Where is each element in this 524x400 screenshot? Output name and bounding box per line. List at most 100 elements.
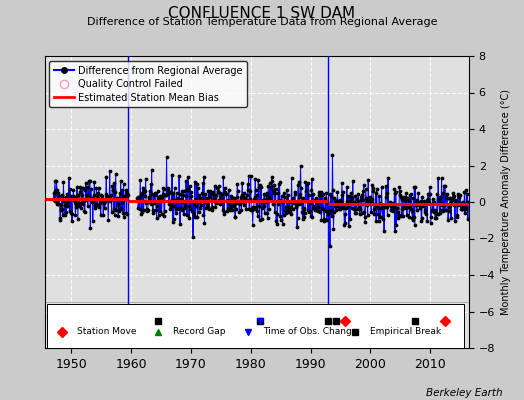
Point xyxy=(307,213,315,220)
Point xyxy=(341,220,350,226)
Point xyxy=(397,212,406,219)
Point xyxy=(424,198,433,205)
Point xyxy=(403,195,411,201)
Point xyxy=(121,192,129,199)
Point xyxy=(365,194,374,200)
Point xyxy=(140,187,148,193)
Point xyxy=(303,197,312,203)
Point xyxy=(242,196,250,203)
Point xyxy=(312,194,321,201)
Point xyxy=(166,189,174,195)
Point xyxy=(187,192,195,199)
Point xyxy=(453,212,462,218)
Point xyxy=(329,226,337,232)
Point xyxy=(51,198,60,204)
Point xyxy=(81,186,90,193)
Point xyxy=(146,188,154,194)
Point xyxy=(210,198,218,204)
Point xyxy=(303,181,311,187)
Point xyxy=(206,187,214,194)
Point xyxy=(236,201,245,207)
Point xyxy=(180,201,189,208)
Point xyxy=(226,207,234,213)
Point xyxy=(267,197,275,203)
Point xyxy=(158,191,167,198)
Point xyxy=(365,200,374,206)
Point xyxy=(286,204,294,210)
Point xyxy=(72,204,80,210)
Point xyxy=(362,194,370,201)
Point xyxy=(104,217,113,224)
Point xyxy=(347,198,355,204)
Point xyxy=(374,211,383,218)
Point xyxy=(351,193,359,199)
Point xyxy=(345,223,353,230)
Point xyxy=(157,197,165,203)
Point xyxy=(203,203,212,210)
Point xyxy=(188,208,196,214)
Point xyxy=(412,202,420,208)
Point xyxy=(264,183,272,190)
Point xyxy=(416,202,424,208)
Point xyxy=(69,187,78,194)
Point xyxy=(427,214,435,220)
Point xyxy=(161,192,169,198)
Point xyxy=(302,188,310,194)
FancyBboxPatch shape xyxy=(47,304,464,350)
Point xyxy=(135,194,144,201)
Point xyxy=(401,194,409,200)
Point xyxy=(399,213,407,220)
Point xyxy=(356,197,365,204)
Point xyxy=(124,192,132,198)
Text: Empirical Break: Empirical Break xyxy=(370,327,441,336)
Point xyxy=(417,218,425,224)
Point xyxy=(272,211,281,217)
Point xyxy=(66,208,74,214)
Point xyxy=(372,218,380,224)
Point xyxy=(339,189,347,195)
Point xyxy=(255,203,264,209)
Point xyxy=(91,201,99,208)
Point xyxy=(182,178,190,184)
Point xyxy=(78,192,86,198)
Point xyxy=(168,219,177,225)
Point xyxy=(337,180,346,186)
Point xyxy=(358,192,366,199)
Point xyxy=(111,211,119,218)
Point xyxy=(110,180,118,186)
Point xyxy=(97,192,106,199)
Point xyxy=(214,188,222,194)
Point xyxy=(62,208,71,215)
Point xyxy=(310,203,318,210)
Point xyxy=(139,184,147,191)
Point xyxy=(352,210,360,216)
Point xyxy=(270,208,279,215)
Point xyxy=(145,194,153,200)
Point xyxy=(88,194,96,201)
Point xyxy=(419,199,427,206)
Point xyxy=(98,196,106,202)
Point xyxy=(367,196,376,203)
Point xyxy=(214,188,223,195)
Point xyxy=(314,204,323,210)
Point xyxy=(187,206,195,212)
Point xyxy=(118,210,127,216)
Point xyxy=(423,191,432,197)
Point xyxy=(167,203,175,210)
Point xyxy=(71,212,80,219)
Point xyxy=(68,210,77,217)
Point xyxy=(388,201,396,208)
Point xyxy=(362,186,370,192)
Point xyxy=(230,203,238,209)
Point xyxy=(198,196,206,203)
Point xyxy=(299,195,307,202)
Point xyxy=(269,186,277,193)
Point xyxy=(350,206,358,212)
Point xyxy=(260,190,268,197)
Point xyxy=(75,188,84,195)
Point xyxy=(172,190,181,196)
Point xyxy=(344,193,353,199)
Point xyxy=(150,190,159,196)
Point xyxy=(210,196,219,202)
Point xyxy=(382,182,390,189)
